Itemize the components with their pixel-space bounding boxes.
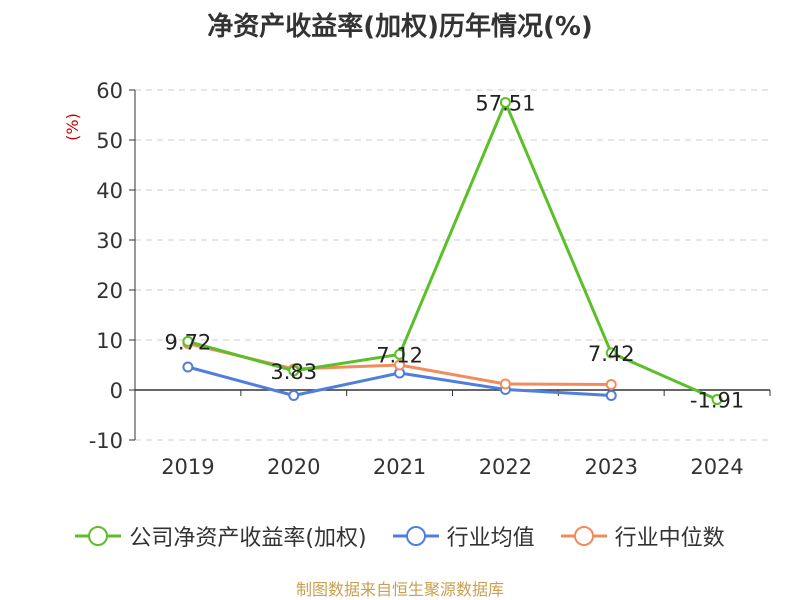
x-tick-label: 2023: [585, 455, 638, 479]
data-point: [394, 348, 406, 360]
y-axis-label: (%): [63, 113, 82, 141]
legend-label-company: 公司净资产收益率(加权): [129, 526, 367, 551]
data-point: [711, 394, 723, 406]
legend-swatch-industry-median: [560, 526, 607, 546]
data-point: [499, 96, 511, 108]
data-point: [288, 390, 300, 401]
data-point: [182, 335, 194, 347]
data-label: 3.83: [270, 360, 317, 384]
x-tick-label: 2024: [690, 455, 743, 479]
chart-title: 净资产收益率(加权)历年情况(%): [207, 12, 593, 42]
data-point: [605, 347, 617, 359]
data-point: [394, 359, 406, 371]
data-label: 7.42: [588, 342, 635, 366]
x-tick-label: 2021: [373, 455, 426, 479]
data-label: 7.12: [376, 343, 423, 367]
y-tick-label: 40: [96, 179, 123, 203]
y-tick-label: 0: [110, 379, 123, 403]
legend-label-industry-median: 行业中位数: [614, 526, 725, 551]
series-line: [187, 100, 718, 401]
data-label: 57.51: [475, 91, 535, 115]
data-point: [182, 361, 194, 373]
legend-item-company[interactable]: 公司净资产收益率(加权): [75, 520, 367, 552]
data-label: -1.91: [690, 389, 744, 413]
legend-item-industry-mean[interactable]: 行业均值: [392, 520, 535, 552]
y-tick-label: 20: [96, 279, 123, 303]
y-tick-label: -10: [89, 429, 123, 453]
data-point: [288, 365, 300, 377]
legend: 公司净资产收益率(加权) 行业均值 行业中位数: [0, 520, 800, 552]
data-point: [605, 390, 617, 401]
legend-item-industry-median[interactable]: 行业中位数: [560, 520, 725, 552]
source-note: 制图数据来自恒生聚源数据库: [295, 580, 504, 599]
x-tick-label: 2020: [267, 455, 320, 479]
data-label: 9.72: [165, 330, 212, 354]
x-tick-label: 2019: [161, 455, 214, 479]
x-tick-label: 2022: [479, 455, 532, 479]
y-tick-label: 50: [96, 129, 123, 153]
legend-swatch-industry-mean: [392, 526, 439, 546]
y-tick-label: 10: [96, 329, 123, 353]
y-tick-label: 30: [96, 229, 123, 253]
data-point: [605, 379, 617, 390]
data-point: [499, 378, 511, 390]
y-tick-label: 60: [96, 79, 123, 103]
legend-label-industry-mean: 行业均值: [446, 526, 535, 551]
legend-swatch-company: [75, 526, 122, 546]
